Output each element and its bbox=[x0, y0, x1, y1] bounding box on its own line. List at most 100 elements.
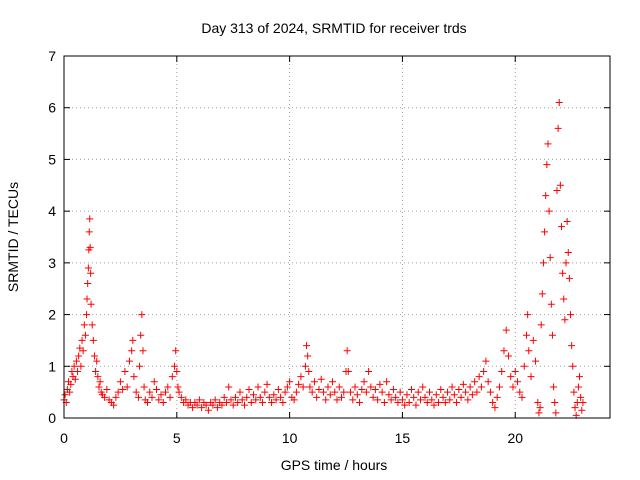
data-point bbox=[299, 383, 307, 391]
data-point bbox=[523, 331, 531, 339]
data-point bbox=[331, 388, 339, 396]
data-point bbox=[83, 295, 91, 303]
data-point bbox=[209, 401, 217, 409]
data-point bbox=[459, 380, 467, 388]
data-point bbox=[349, 396, 357, 404]
data-point bbox=[324, 383, 332, 391]
data-point bbox=[546, 254, 554, 262]
data-point bbox=[315, 386, 323, 394]
data-point bbox=[125, 357, 133, 365]
data-point bbox=[482, 357, 490, 365]
data-point bbox=[455, 386, 463, 394]
data-point bbox=[295, 380, 303, 388]
data-point bbox=[89, 336, 97, 344]
data-point bbox=[383, 378, 391, 386]
data-point bbox=[112, 393, 120, 401]
data-point bbox=[441, 398, 449, 406]
data-point bbox=[326, 391, 334, 399]
data-point bbox=[405, 398, 413, 406]
y-tick-label: 6 bbox=[48, 100, 56, 116]
data-point bbox=[123, 383, 131, 391]
data-point bbox=[227, 396, 235, 404]
data-point bbox=[335, 383, 343, 391]
x-tick-label: 15 bbox=[395, 430, 411, 446]
data-point bbox=[132, 388, 140, 396]
y-tick-label: 5 bbox=[48, 151, 56, 167]
data-point bbox=[279, 398, 287, 406]
data-point bbox=[564, 249, 572, 257]
data-point bbox=[140, 383, 148, 391]
data-point bbox=[175, 388, 183, 396]
data-point bbox=[473, 388, 481, 396]
data-point bbox=[308, 388, 316, 396]
data-point bbox=[182, 396, 190, 404]
data-point bbox=[245, 386, 253, 394]
data-point bbox=[551, 398, 559, 406]
data-point bbox=[159, 398, 167, 406]
data-point bbox=[304, 352, 312, 360]
data-point bbox=[301, 362, 309, 370]
data-point bbox=[574, 383, 582, 391]
data-point bbox=[268, 398, 276, 406]
data-point bbox=[319, 388, 327, 396]
data-point bbox=[387, 396, 395, 404]
data-point bbox=[527, 373, 535, 381]
data-point bbox=[578, 406, 586, 414]
data-point bbox=[380, 398, 388, 406]
data-point bbox=[453, 398, 461, 406]
data-point bbox=[90, 352, 98, 360]
data-point bbox=[157, 391, 165, 399]
data-point bbox=[136, 362, 144, 370]
data-point bbox=[356, 398, 364, 406]
data-point bbox=[414, 388, 422, 396]
data-point bbox=[535, 409, 543, 417]
data-point bbox=[220, 393, 228, 401]
data-point bbox=[524, 311, 532, 319]
data-point bbox=[401, 401, 409, 409]
data-point bbox=[504, 352, 512, 360]
data-point bbox=[571, 404, 579, 412]
data-point bbox=[516, 388, 524, 396]
data-point bbox=[173, 367, 181, 375]
data-point bbox=[252, 396, 260, 404]
data-point bbox=[398, 396, 406, 404]
data-point bbox=[437, 386, 445, 394]
data-point bbox=[146, 388, 154, 396]
data-point bbox=[367, 383, 375, 391]
data-point bbox=[94, 373, 102, 381]
data-point bbox=[236, 388, 244, 396]
data-point bbox=[333, 396, 341, 404]
data-point bbox=[569, 362, 577, 370]
data-point bbox=[457, 393, 465, 401]
data-point bbox=[365, 367, 373, 375]
data-point bbox=[475, 373, 483, 381]
data-point bbox=[222, 398, 230, 406]
data-point bbox=[75, 352, 83, 360]
data-point bbox=[174, 383, 182, 391]
data-point bbox=[369, 393, 377, 401]
data-point bbox=[67, 380, 75, 388]
data-point bbox=[229, 401, 237, 409]
data-point bbox=[541, 228, 549, 236]
data-point bbox=[353, 391, 361, 399]
data-point bbox=[340, 388, 348, 396]
data-point bbox=[72, 357, 80, 365]
data-point bbox=[313, 393, 321, 401]
data-point bbox=[138, 311, 146, 319]
data-point bbox=[577, 393, 585, 401]
data-point bbox=[385, 391, 393, 399]
data-point bbox=[518, 393, 526, 401]
data-point bbox=[552, 409, 560, 417]
data-point bbox=[576, 373, 584, 381]
data-point bbox=[95, 383, 103, 391]
chart-title: Day 313 of 2024, SRMTID for receiver trd… bbox=[201, 20, 466, 36]
x-axis-label: GPS time / hours bbox=[281, 457, 388, 473]
data-point bbox=[110, 401, 118, 409]
data-point bbox=[579, 398, 587, 406]
data-point bbox=[547, 300, 555, 308]
data-point bbox=[218, 401, 226, 409]
data-point bbox=[130, 373, 138, 381]
plot-frame bbox=[63, 55, 611, 419]
data-point bbox=[172, 347, 180, 355]
data-point bbox=[347, 388, 355, 396]
